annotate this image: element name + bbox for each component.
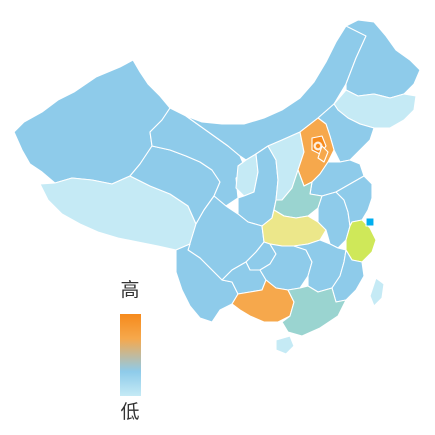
region-heilongjiang[interactable] [345,19,421,99]
legend-low-label: 低 [120,401,140,423]
region-jiangsu[interactable] [335,175,373,227]
region-hainan[interactable] [275,335,295,355]
legend-high-label: 高 [120,279,140,301]
region-taiwan[interactable] [369,277,385,307]
capital-star-icon [313,141,323,151]
region-tianjin[interactable] [317,145,329,163]
region-zhejiang[interactable] [345,219,377,263]
region-shanghai[interactable] [365,217,375,227]
legend-gradient-bar [120,314,141,396]
region-guangdong[interactable] [281,285,347,337]
